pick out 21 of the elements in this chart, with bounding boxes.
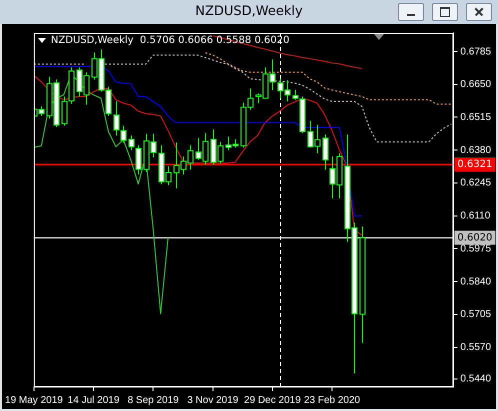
y-tick-label: 0.5840	[460, 276, 492, 288]
y-tick-label: 0.5440	[460, 374, 492, 385]
x-tick-label: 23 Feb 2020	[304, 394, 361, 406]
x-tick-label: 3 Nov 2019	[187, 394, 239, 406]
chart-title: NZDUSD,Weekly	[194, 4, 304, 19]
ref-line-label: 0.6020	[457, 232, 492, 244]
x-tick-label: 29 Dec 2019	[244, 394, 302, 406]
y-tick-label: 0.6650	[460, 79, 492, 90]
x-tick-label: 8 Sep 2019	[128, 394, 180, 406]
line-series	[204, 52, 452, 105]
y-tick-label: 0.6245	[460, 178, 492, 189]
x-tick-label: 14 Jul 2019	[68, 394, 120, 406]
y-tick-label: 0.6515	[460, 112, 492, 123]
y-tick-label: 0.6785	[460, 46, 492, 58]
ref-line-label: 0.6321	[457, 159, 492, 170]
y-tick-label: 0.6380	[460, 144, 492, 156]
y-tick-label: 0.5570	[460, 342, 492, 354]
y-tick-label: 0.6110	[460, 210, 491, 222]
y-tick-label: 0.5975	[460, 243, 492, 254]
y-tick-label: 0.5705	[460, 309, 492, 320]
x-tick-label: 19 May 2019	[4, 394, 64, 406]
